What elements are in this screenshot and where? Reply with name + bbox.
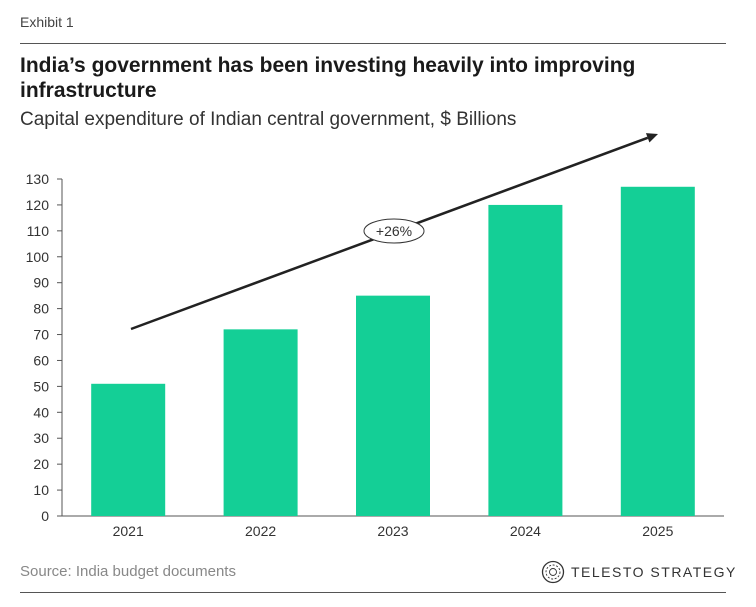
- source-note: Source: India budget documents: [20, 563, 236, 580]
- y-tick-label: 20: [33, 456, 49, 472]
- bottom-divider: [20, 592, 726, 593]
- trend-arrow-head: [645, 133, 658, 143]
- y-tick-label: 80: [33, 301, 49, 317]
- bar: [91, 383, 166, 516]
- y-tick-label: 130: [26, 171, 50, 187]
- y-tick-label: 30: [33, 430, 49, 446]
- y-tick-label: 0: [41, 508, 49, 524]
- x-tick-label: 2022: [245, 523, 276, 539]
- bar: [488, 204, 563, 516]
- telesto-logo-icon: [541, 560, 565, 584]
- brand-name: TELESTO STRATEGY: [571, 564, 737, 580]
- y-tick-label: 110: [27, 223, 50, 239]
- chart-subtitle: Capital expenditure of Indian central go…: [20, 109, 517, 130]
- x-tick-label: 2021: [113, 523, 144, 539]
- bar: [356, 295, 430, 516]
- y-tick-label: 90: [33, 275, 49, 291]
- top-divider: [20, 43, 726, 44]
- y-tick-label: 10: [33, 482, 49, 498]
- y-tick-label: 70: [33, 327, 49, 343]
- x-tick-label: 2025: [642, 523, 673, 539]
- y-tick-label: 120: [26, 197, 50, 213]
- growth-callout-label: +26%: [376, 223, 412, 239]
- x-tick-label: 2024: [510, 523, 541, 539]
- page-title: India’s government has been investing he…: [20, 54, 636, 102]
- y-tick-label: 50: [33, 378, 49, 394]
- bar: [620, 186, 695, 516]
- x-tick-label: 2023: [377, 523, 408, 539]
- brand-logo: TELESTO STRATEGY: [541, 560, 737, 584]
- growth-callout: [363, 218, 425, 244]
- y-tick-label: 60: [33, 352, 49, 368]
- y-tick-label: 100: [26, 249, 50, 265]
- bar: [223, 329, 298, 516]
- exhibit-label: Exhibit 1: [20, 14, 74, 30]
- y-tick-label: 40: [33, 404, 49, 420]
